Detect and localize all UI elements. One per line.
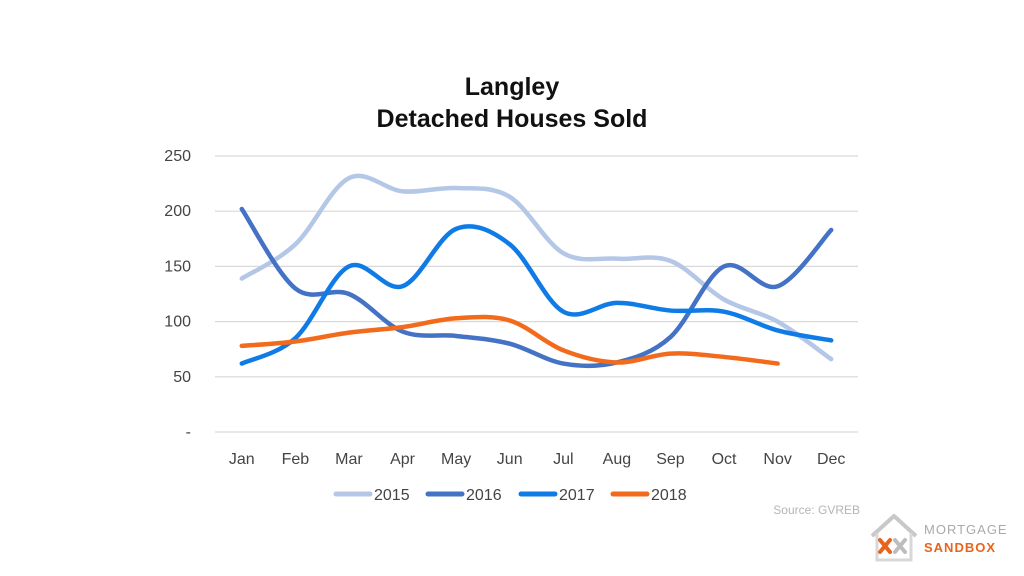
chart-title-line-2: Detached Houses Sold xyxy=(376,105,648,133)
x-tick-label: Nov xyxy=(763,451,791,468)
y-tick-label: 50 xyxy=(173,369,191,386)
legend-label-2017: 2017 xyxy=(559,487,595,504)
series-line-2016 xyxy=(239,206,834,369)
x-tick-label: Jan xyxy=(229,451,255,468)
source-note: Source: GVREB xyxy=(773,503,860,517)
x-tick-label: Sep xyxy=(656,451,685,468)
y-axis-tick-labels: - 50 100 150 200 250 xyxy=(164,148,191,441)
x-tick-label: May xyxy=(441,451,471,468)
x-tick-label: Mar xyxy=(335,451,363,468)
legend-label-2016: 2016 xyxy=(466,487,502,504)
x-tick-label: Apr xyxy=(390,451,416,468)
legend-label-2018: 2018 xyxy=(651,487,687,504)
series-line-2017 xyxy=(239,224,834,366)
x-tick-label: Dec xyxy=(817,451,845,468)
logo-text-mortgage: MORTGAGE xyxy=(924,522,1008,537)
x-tick-label: Jul xyxy=(553,451,573,468)
y-tick-label: 100 xyxy=(164,314,191,331)
legend-label-2015: 2015 xyxy=(374,487,410,504)
x-tick-label: Jun xyxy=(497,451,523,468)
house-logo-icon xyxy=(870,514,918,562)
series-line-2015 xyxy=(239,173,834,362)
y-tick-label: 200 xyxy=(164,203,191,220)
x-tick-label: Feb xyxy=(282,451,310,468)
x-tick-label: Aug xyxy=(603,451,631,468)
y-tick-label: 250 xyxy=(164,148,191,165)
chart-title-line-1: Langley xyxy=(464,73,560,101)
series-line-2018 xyxy=(239,314,780,366)
y-tick-label: 150 xyxy=(164,258,191,275)
legend: 2015 2016 2017 2018 xyxy=(333,487,687,504)
x-axis-tick-labels: Jan Feb Mar Apr May Jun Jul Aug Sep Oct Nov Dec xyxy=(229,451,846,468)
mortgage-sandbox-logo: MORTGAGE SANDBOX xyxy=(866,506,1016,568)
series-lines xyxy=(239,173,834,369)
logo-text-sandbox: SANDBOX xyxy=(924,540,997,555)
y-tick-label: - xyxy=(186,424,191,441)
x-tick-label: Oct xyxy=(712,451,737,468)
